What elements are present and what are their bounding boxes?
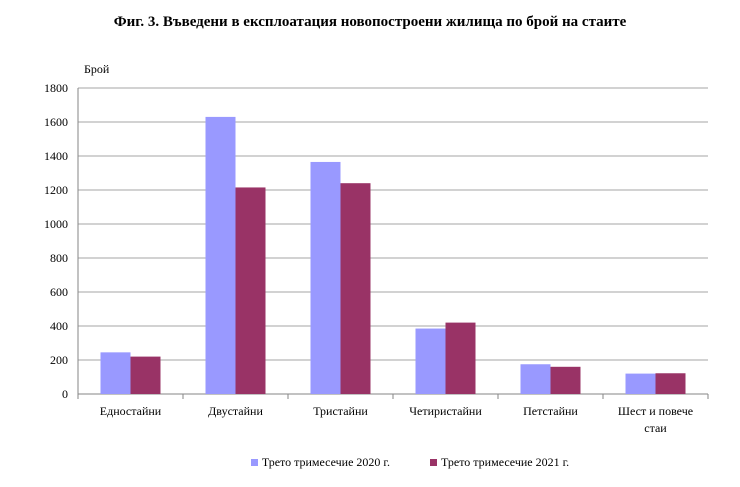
legend-label-2020: Трето тримесечие 2020 г. bbox=[261, 455, 390, 469]
bar-2020 bbox=[625, 373, 656, 394]
y-axis-label: Брой bbox=[84, 62, 110, 76]
x-tick-label: Двустайни bbox=[208, 404, 263, 418]
legend-swatch-2020 bbox=[250, 459, 258, 466]
bar-2021 bbox=[550, 366, 581, 394]
legend-item-2020: Трето тримесечие 2020 г. bbox=[250, 455, 390, 470]
bar-2021 bbox=[655, 373, 686, 394]
x-tick-label: Едностайни bbox=[100, 404, 162, 418]
x-tick-label: Петстайни bbox=[523, 404, 578, 418]
bar-2020 bbox=[310, 161, 341, 394]
y-tick-label: 400 bbox=[50, 319, 68, 333]
y-tick-label: 1000 bbox=[44, 217, 68, 231]
y-tick-label: 200 bbox=[50, 353, 68, 367]
legend-item-2021: Трето тримесечие 2021 г. bbox=[430, 455, 569, 470]
y-tick-label: 1400 bbox=[44, 149, 68, 163]
bar-2020 bbox=[415, 328, 446, 394]
bar-2020 bbox=[520, 364, 551, 394]
bar-2020 bbox=[205, 116, 236, 395]
y-tick-label: 600 bbox=[50, 285, 68, 299]
y-tick-label: 1800 bbox=[44, 81, 68, 95]
bar-2021 bbox=[340, 183, 371, 394]
bar-2020 bbox=[100, 352, 131, 394]
bar-2021 bbox=[130, 356, 161, 394]
x-tick-label: Тристайни bbox=[313, 404, 368, 418]
x-tick-label: Четиристайни bbox=[409, 404, 482, 418]
y-tick-label: 0 bbox=[62, 387, 68, 401]
x-tick-label: Шест и повече bbox=[618, 404, 693, 418]
x-tick-label: стаи bbox=[644, 421, 667, 435]
chart-title: Фиг. 3. Въведени в експлоатация новопост… bbox=[113, 14, 627, 30]
legend-label-2021: Трето тримесечие 2021 г. bbox=[441, 455, 570, 469]
legend-swatch-2021 bbox=[430, 459, 437, 466]
y-tick-label: 1200 bbox=[44, 183, 68, 197]
y-tick-label: 1600 bbox=[44, 115, 68, 129]
bar-2021 bbox=[235, 187, 266, 394]
bar-2021 bbox=[445, 322, 476, 394]
y-tick-label: 800 bbox=[50, 251, 68, 265]
legend: Трето тримесечие 2020 г. Трето тримесечи… bbox=[0, 455, 740, 470]
